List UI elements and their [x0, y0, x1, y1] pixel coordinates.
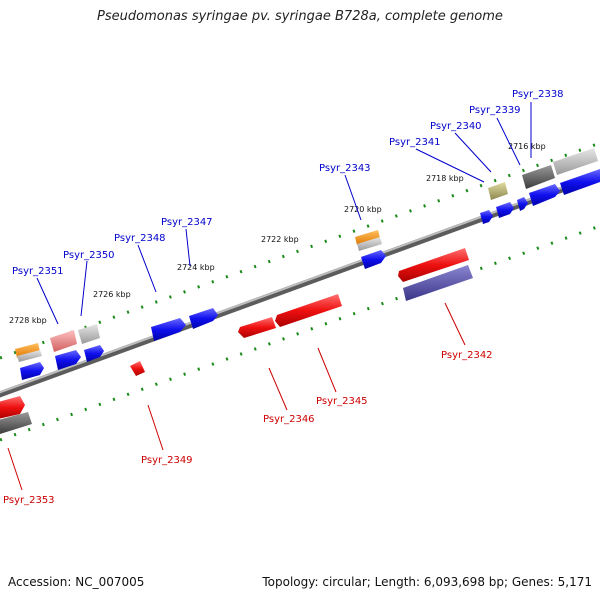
gene-feature-blue: [189, 308, 218, 329]
gene-label: Psyr_2338: [512, 89, 564, 100]
gene-feature-red-long: [398, 248, 469, 282]
gene-feature-gray: [357, 237, 382, 251]
gene-feature-olive: [488, 182, 508, 200]
gene-label: Psyr_2353: [3, 495, 55, 506]
accession-text: Accession: NC_007005: [8, 575, 145, 589]
tick-label: 2722 kbp: [261, 235, 299, 244]
gene-label: Psyr_2349: [141, 455, 193, 466]
gene-feature-purple: [403, 265, 473, 301]
leader-line: [80, 260, 88, 317]
gene-feature-gray: [78, 324, 100, 344]
gene-label: Psyr_2350: [63, 250, 115, 261]
map-title: Pseudomonas syringae pv. syringae B728a,…: [97, 9, 503, 24]
gene-label: Psyr_2347: [161, 217, 213, 228]
tick-label: 2716 kbp: [508, 142, 546, 151]
gene-feature-blue: [480, 210, 493, 224]
leader-line: [185, 228, 191, 267]
gene-feature-blue: [361, 250, 386, 269]
gene-label: Psyr_2339: [469, 105, 521, 116]
gene-label: Psyr_2343: [319, 163, 371, 174]
label-leader-lines: [7, 102, 532, 491]
gene-feature-blue: [529, 184, 560, 206]
gene-feature-blue: [517, 197, 528, 211]
leader-line: [415, 148, 485, 183]
tick-label: 2720 kbp: [344, 205, 382, 214]
gene-label: Psyr_2351: [12, 266, 64, 277]
tick-track-upper: [0, 141, 600, 360]
gene-feature-pink: [50, 330, 77, 352]
tick-label: 2726 kbp: [93, 290, 131, 299]
gene-label: Psyr_2348: [114, 233, 166, 244]
tick-label: 2718 kbp: [426, 174, 464, 183]
gene-feature-gray: [553, 148, 598, 175]
gene-feature-red-long: [275, 294, 342, 327]
gene-feature-red: [0, 396, 25, 419]
leader-line: [137, 244, 157, 293]
gene-feature-blue: [560, 169, 600, 195]
forward-strand-features: [15, 148, 600, 380]
gene-feature-dark: [0, 412, 32, 434]
gene-feature-blue: [496, 202, 514, 218]
gene-feature-red-small: [130, 361, 145, 376]
gene-feature-blue: [20, 362, 44, 380]
gene-label: Psyr_2345: [316, 396, 368, 407]
genome-summary-text: Topology: circular; Length: 6,093,698 bp…: [262, 575, 592, 589]
reverse-strand-features: [0, 248, 473, 434]
gene-feature-red: [238, 317, 276, 338]
gene-feature-gray: [17, 350, 42, 362]
gene-label: Psyr_2340: [430, 121, 482, 132]
gene-feature-dark: [522, 165, 555, 189]
leader-line: [496, 117, 521, 166]
gene-label: Psyr_2346: [263, 414, 315, 425]
leader-line: [7, 447, 23, 491]
gene-feature-orange: [15, 343, 40, 358]
gene-feature-blue: [84, 345, 104, 362]
tick-track-lower: [0, 224, 600, 442]
gene-labels: Psyr_2338 Psyr_2339 Psyr_2340 Psyr_2341 …: [3, 89, 564, 506]
tick-label: 2724 kbp: [177, 263, 215, 272]
gene-feature-blue: [55, 350, 81, 370]
leader-line: [317, 347, 337, 393]
leader-line: [147, 404, 164, 451]
leader-line: [444, 302, 466, 346]
gene-label: Psyr_2341: [389, 137, 441, 148]
gene-label: Psyr_2342: [441, 350, 493, 361]
tick-label: 2728 kbp: [9, 316, 47, 325]
gene-feature-orange: [355, 230, 380, 245]
leader-line: [454, 132, 492, 173]
leader-line: [344, 174, 362, 221]
gene-feature-blue: [151, 318, 186, 341]
leader-line: [268, 367, 288, 411]
leader-line: [36, 277, 59, 325]
tick-labels: 2716 kbp 2718 kbp 2720 kbp 2722 kbp 2724…: [9, 142, 546, 325]
